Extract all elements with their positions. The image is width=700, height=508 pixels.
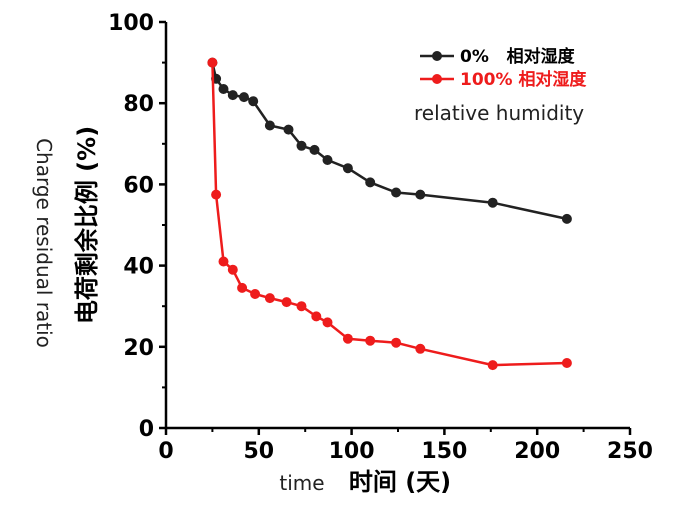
data-point-series-0 — [342, 163, 353, 174]
x-axis-label-cn: 时间 (天) — [349, 468, 451, 496]
x-tick-label: 0 — [158, 439, 173, 464]
data-point-series-0 — [239, 92, 249, 103]
y-tick-label: 80 — [123, 92, 154, 117]
data-point-series-0 — [218, 84, 229, 94]
y-axis-label-en: Charge residual ratio — [32, 138, 56, 348]
y-tick-label: 0 — [139, 417, 154, 442]
data-point-series-0 — [322, 155, 333, 165]
y-tick-label: 60 — [123, 173, 154, 198]
y-tick-label: 20 — [123, 336, 154, 361]
x-axis-ticks: 0 50 100 150 200 250 — [158, 428, 653, 464]
data-point-series-0 — [264, 120, 275, 131]
data-point-series-0 — [248, 96, 259, 107]
data-point-series-1 — [391, 337, 402, 348]
x-axis-label-en: time — [279, 471, 324, 495]
data-point-series-1 — [218, 256, 229, 267]
data-point-series-1 — [415, 343, 426, 354]
data-point-series-1 — [342, 333, 353, 344]
data-point-series-1 — [311, 311, 322, 322]
data-point-series-1 — [207, 57, 218, 68]
legend: 0% 相对湿度 100% 相对湿度 — [420, 46, 587, 90]
data-point-series-1 — [487, 360, 498, 371]
data-point-series-1 — [237, 282, 248, 293]
data-point-series-0 — [309, 144, 320, 155]
data-point-series-1 — [322, 317, 333, 328]
legend-label-series-1: 100% 相对湿度 — [460, 69, 587, 90]
x-tick-label: 200 — [514, 439, 560, 464]
y-tick-label: 100 — [108, 11, 154, 36]
y-axis-ticks: 0 20 40 60 80 100 — [108, 11, 166, 442]
x-tick-label: 250 — [607, 439, 653, 464]
legend-marker-series-1 — [432, 74, 442, 84]
legend-marker-series-0 — [432, 51, 442, 61]
y-axis-label-cn: 电荷剩余比例 (%) — [73, 126, 101, 324]
data-point-series-1 — [264, 293, 275, 304]
x-tick-label: 150 — [421, 439, 467, 464]
data-point-series-1 — [296, 301, 307, 312]
data-point-series-0 — [487, 197, 498, 208]
data-point-series-0 — [296, 140, 307, 151]
x-tick-label: 50 — [243, 439, 274, 464]
data-point-series-1 — [561, 358, 572, 368]
data-point-series-0 — [391, 187, 402, 198]
data-point-series-1 — [211, 189, 222, 200]
data-point-series-1 — [250, 289, 261, 299]
data-point-series-0 — [365, 177, 376, 188]
data-point-series-0 — [415, 189, 426, 200]
humidity-annotation: relative humidity — [414, 101, 584, 125]
plot-area — [207, 57, 572, 371]
data-point-series-1 — [227, 264, 238, 275]
data-point-series-1 — [281, 297, 292, 308]
y-tick-label: 40 — [123, 255, 154, 280]
data-point-series-0 — [561, 213, 572, 224]
data-point-series-0 — [283, 124, 294, 135]
data-point-series-1 — [365, 335, 376, 346]
legend-label-series-0: 0% 相对湿度 — [460, 46, 576, 67]
x-tick-label: 100 — [329, 439, 375, 464]
data-point-series-0 — [227, 90, 238, 101]
